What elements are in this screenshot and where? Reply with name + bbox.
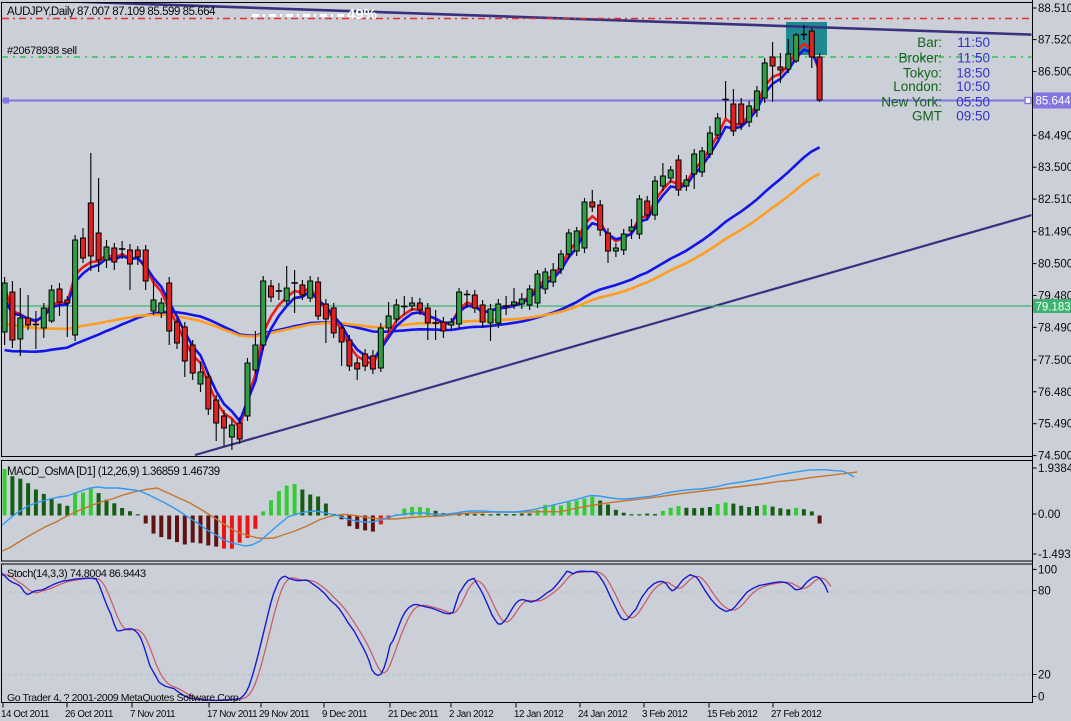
svg-text:76.480: 76.480 <box>1038 387 1071 399</box>
svg-text:88.510: 88.510 <box>1038 3 1071 15</box>
svg-text:11:50: 11:50 <box>957 50 990 65</box>
svg-text:12 Jan 2012: 12 Jan 2012 <box>514 709 563 720</box>
svg-text:80.500: 80.500 <box>1038 259 1071 271</box>
svg-text:15 Feb 2012: 15 Feb 2012 <box>707 709 757 720</box>
svg-text:MACD_OsMA [D1] (12,26,9) 1.368: MACD_OsMA [D1] (12,26,9) 1.36859 1.46739 <box>7 466 220 478</box>
svg-text:77.500: 77.500 <box>1038 355 1071 367</box>
svg-text:Go Trader 4, ? 2001-2009 MetaQ: Go Trader 4, ? 2001-2009 MetaQuotes Soft… <box>7 692 241 704</box>
svg-text:9 Dec 2011: 9 Dec 2011 <box>322 709 367 720</box>
svg-text:78.490: 78.490 <box>1038 322 1071 334</box>
svg-text:79.183: 79.183 <box>1036 302 1071 314</box>
svg-text:AUDJPY,Daily 87.007 87.109 85: AUDJPY,Daily 87.007 87.109 85.599 85.664 <box>7 6 216 18</box>
svg-text:85.644: 85.644 <box>1036 96 1071 108</box>
svg-text:82.510: 82.510 <box>1038 194 1071 206</box>
svg-text:81.490: 81.490 <box>1038 227 1071 239</box>
svg-text:7 Nov 2011: 7 Nov 2011 <box>130 709 175 720</box>
svg-text:20: 20 <box>1038 670 1051 682</box>
svg-text:17 Nov 2011: 17 Nov 2011 <box>207 709 257 720</box>
svg-text:80: 80 <box>1038 586 1051 598</box>
svg-text:49%: 49% <box>347 6 377 23</box>
svg-text:0.00: 0.00 <box>1038 509 1060 521</box>
svg-text:1.93848: 1.93848 <box>1038 463 1071 475</box>
svg-text:2 Jan 2012: 2 Jan 2012 <box>449 709 493 720</box>
svg-text:75.490: 75.490 <box>1038 419 1071 431</box>
svg-text:11:50: 11:50 <box>957 35 990 50</box>
svg-text:0: 0 <box>1038 692 1044 704</box>
svg-text:14 Oct 2011: 14 Oct 2011 <box>1 709 49 720</box>
svg-text:29 Nov 2011: 29 Nov 2011 <box>259 709 309 720</box>
svg-text:18:50: 18:50 <box>956 66 990 81</box>
svg-text:74.500: 74.500 <box>1038 451 1071 463</box>
svg-text:83.500: 83.500 <box>1038 162 1071 174</box>
svg-text:3 Feb 2012: 3 Feb 2012 <box>642 709 687 720</box>
svg-text:10:50: 10:50 <box>956 79 990 94</box>
svg-text:100: 100 <box>1038 564 1057 576</box>
svg-text:#20678938 sell: #20678938 sell <box>7 45 77 57</box>
svg-text:84.490: 84.490 <box>1038 130 1071 142</box>
svg-text:05:50: 05:50 <box>956 94 990 109</box>
svg-text:New York:: New York: <box>881 94 942 109</box>
svg-text:Broker:: Broker: <box>898 50 942 65</box>
svg-text:86.500: 86.500 <box>1038 67 1071 79</box>
svg-text:GMT: GMT <box>912 108 942 123</box>
svg-text:21 Dec 2011: 21 Dec 2011 <box>388 709 438 720</box>
svg-text:24 Jan 2012: 24 Jan 2012 <box>578 709 627 720</box>
svg-text:09:50: 09:50 <box>956 108 990 123</box>
svg-text:London:: London: <box>893 79 942 94</box>
svg-text:Bar:: Bar: <box>917 35 942 50</box>
svg-text:Tokyo:: Tokyo: <box>903 66 942 81</box>
svg-text:27 Feb 2012: 27 Feb 2012 <box>771 709 821 720</box>
svg-text:Stoch(14,3,3) 74.8004 86.9443: Stoch(14,3,3) 74.8004 86.9443 <box>7 568 146 580</box>
svg-text:26 Oct 2011: 26 Oct 2011 <box>65 709 113 720</box>
svg-text:-1.49364: -1.49364 <box>1038 549 1071 561</box>
svg-text:87.520: 87.520 <box>1038 35 1071 47</box>
